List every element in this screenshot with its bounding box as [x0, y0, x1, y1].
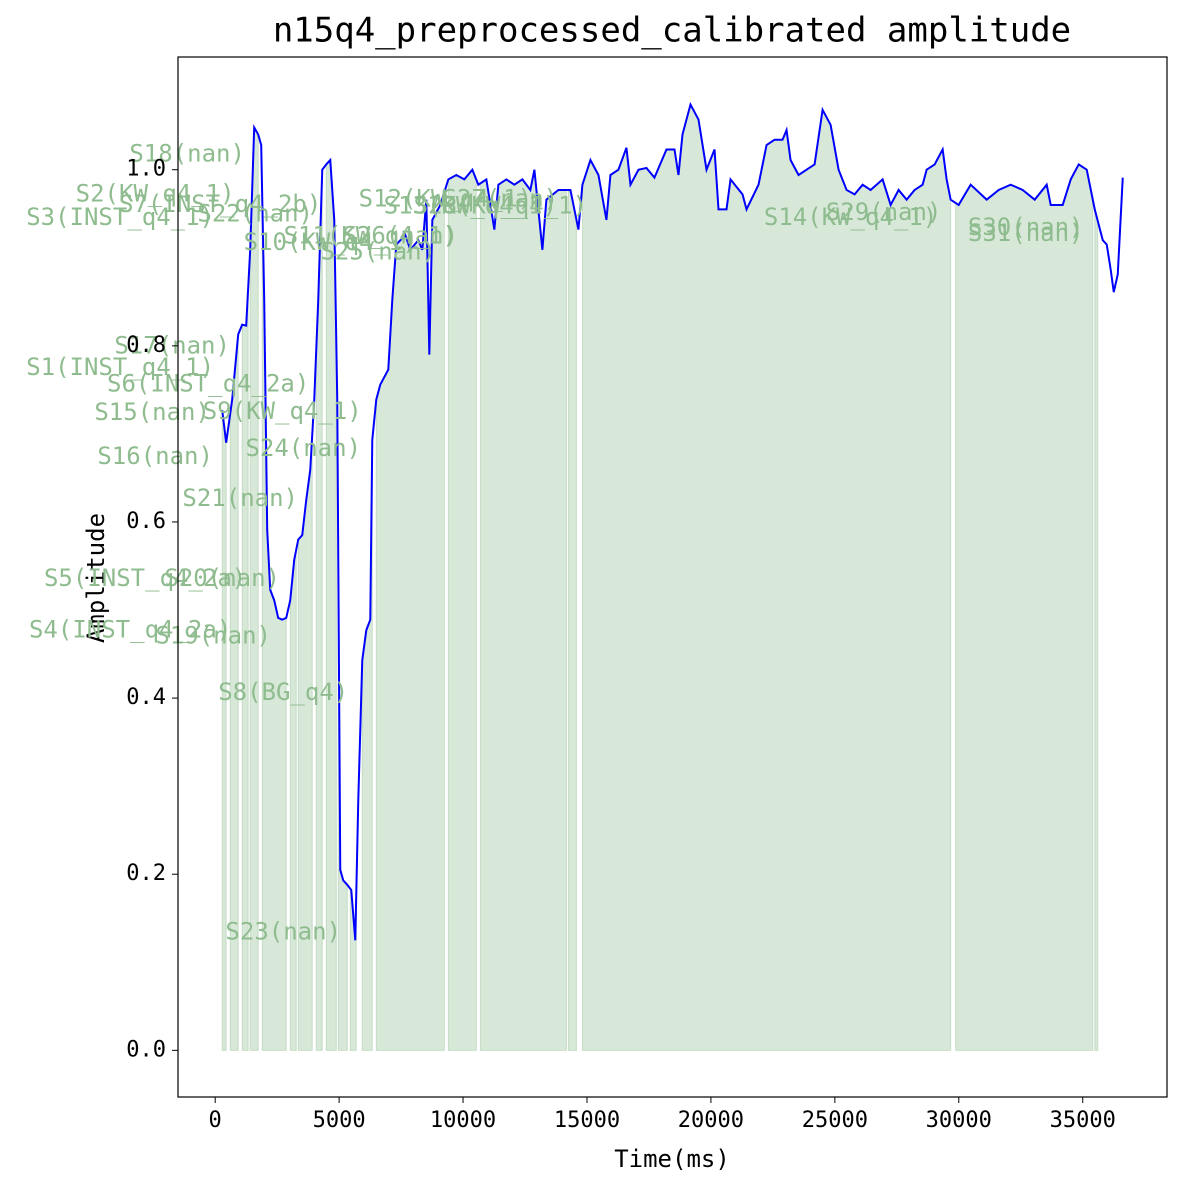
segment-label: S22(nan): [197, 200, 313, 228]
x-tick-label: 0: [209, 1108, 222, 1133]
segment-label: S1(INST_q4_1): [26, 353, 214, 381]
segment-label: S8(BG_q4): [218, 678, 348, 706]
y-tick-label: 0.6: [126, 509, 166, 534]
x-tick-label: 10000: [430, 1108, 496, 1133]
segment-label: S6(INST_q4_2a): [107, 370, 309, 398]
segment-label: S14(KW_q4_1): [764, 203, 937, 231]
segment-label: S11(KW_q4_1): [284, 222, 457, 250]
amplitude-line: [221, 101, 1124, 941]
segment-region: [567, 189, 577, 1051]
segment-label: S10(KW_q4_1): [244, 228, 417, 256]
segment-label: S25(nan): [320, 237, 436, 265]
x-tick-label: 30000: [926, 1108, 992, 1133]
segment-region: [479, 169, 567, 1051]
segment-label: S3(INST_q4_1): [26, 203, 214, 231]
x-axis-label: Time(ms): [614, 1145, 730, 1173]
chart-title: n15q4_preprocessed_calibrated amplitude: [273, 11, 1071, 51]
x-tick-label: 20000: [678, 1108, 744, 1133]
segment-label: S7(INST_q4_2b): [119, 190, 321, 218]
segment-label: S2(KW_q4_1): [76, 179, 235, 207]
segment-region: [581, 103, 952, 1051]
plot-frame: [177, 56, 1168, 1098]
segment-label: S12(KW_q4_1): [359, 185, 532, 213]
segment-label: S5(INST_q4_2a): [44, 564, 246, 592]
segment-label: S28(KW_q4_1): [414, 192, 587, 220]
segment-region: [375, 192, 445, 1051]
y-tick-label: 0.8: [126, 333, 166, 358]
segment-label: S30(nan): [968, 213, 1084, 241]
y-tick-label: 0.2: [126, 861, 166, 886]
segment-label: S27(nan): [443, 185, 559, 213]
y-tick-label: 0.0: [126, 1037, 166, 1062]
segment-label: S24(nan): [245, 434, 361, 462]
segment-region: [447, 168, 477, 1051]
segment-label: S29(nan): [826, 198, 942, 226]
x-tick-label: 35000: [1050, 1108, 1116, 1133]
y-axis-label: Amplitude: [82, 513, 110, 643]
segment-label: S19(nan): [155, 621, 271, 649]
segment-label: S20(nan): [164, 564, 280, 592]
segment-label: S16(nan): [97, 442, 213, 470]
y-tick-label: 0.4: [126, 685, 166, 710]
segment-label: S31(nan): [968, 219, 1084, 247]
segment-label: S4(INST_q4_2a): [29, 615, 231, 643]
segment-label: S15(nan): [94, 398, 210, 426]
segment-label: S26(nan): [342, 222, 458, 250]
y-tick-label: 1.0: [126, 157, 166, 182]
segment-label: S9(KW_q4_1): [203, 397, 362, 425]
segment-region: [955, 163, 1094, 1051]
segment-label: S18(nan): [129, 140, 245, 168]
x-tick-label: 5000: [313, 1108, 366, 1133]
segment-region: [1094, 209, 1099, 1051]
segment-region: [289, 549, 297, 1051]
segment-label: S13(KW_q4_1): [384, 192, 557, 220]
segment-label: S23(nan): [225, 917, 341, 945]
segment-label: S21(nan): [182, 484, 298, 512]
segment-region: [297, 434, 313, 1051]
x-tick-label: 15000: [554, 1108, 620, 1133]
x-tick-label: 25000: [802, 1108, 868, 1133]
